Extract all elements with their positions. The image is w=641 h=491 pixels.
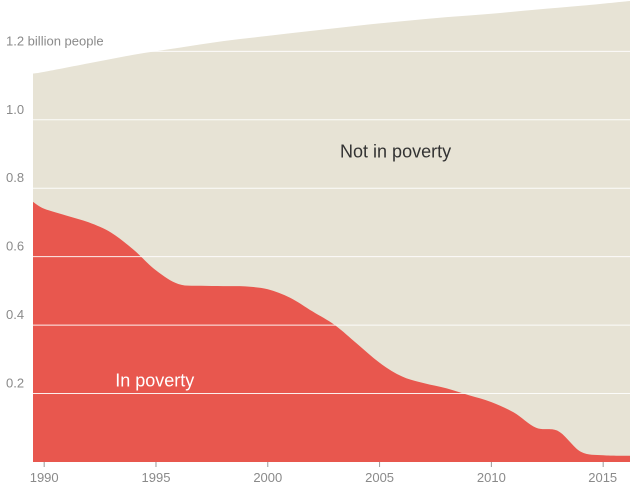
y-tick-label: 1.0 bbox=[6, 102, 24, 117]
x-tick-label: 1995 bbox=[142, 470, 171, 485]
x-tick-label: 2010 bbox=[477, 470, 506, 485]
y-tick-label: 1.2 billion people bbox=[6, 33, 104, 48]
x-tick-label: 1990 bbox=[30, 470, 59, 485]
in-poverty-label: In poverty bbox=[115, 371, 194, 391]
y-tick-label: 0.8 bbox=[6, 170, 24, 185]
y-axis-ticks: 0.2 0.4 0.6 0.8 1.0 1.2 billion people bbox=[6, 33, 104, 390]
gridlines bbox=[33, 50, 630, 395]
in-poverty-area bbox=[33, 201, 630, 462]
x-axis-ticks: 1990 1995 2000 2005 2010 2015 bbox=[30, 462, 617, 485]
x-tick-label: 2000 bbox=[253, 470, 282, 485]
x-tick-label: 2005 bbox=[365, 470, 394, 485]
y-tick-label: 0.6 bbox=[6, 239, 24, 254]
chart-areas bbox=[33, 1, 630, 462]
y-tick-label: 0.4 bbox=[6, 307, 24, 322]
area-labels: In poverty Not in poverty bbox=[115, 141, 451, 390]
not-in-poverty-label: Not in poverty bbox=[340, 141, 451, 161]
x-tick-label: 2015 bbox=[588, 470, 617, 485]
y-tick-label: 0.2 bbox=[6, 376, 24, 391]
